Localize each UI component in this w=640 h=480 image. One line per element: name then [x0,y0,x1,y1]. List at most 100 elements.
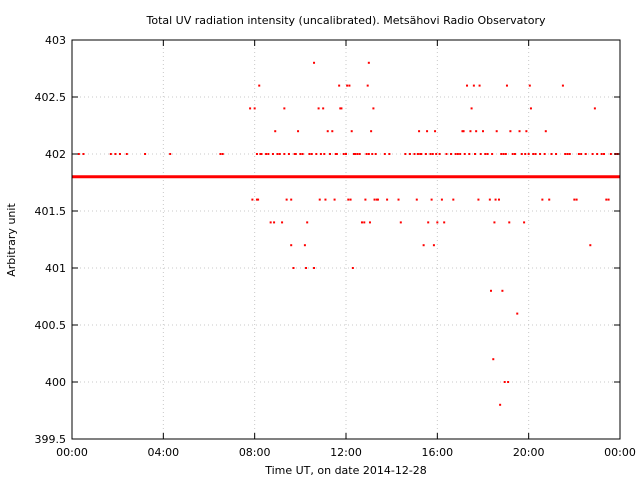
data-point [525,130,528,133]
data-point [383,153,386,155]
data-point [418,130,421,133]
data-point [539,153,542,155]
data-point [324,198,327,201]
data-point [255,153,258,155]
data-point [399,221,402,224]
data-point [503,381,506,383]
data-point [424,153,427,155]
y-tick-label: 401.5 [35,205,67,218]
data-point [500,153,503,155]
data-point [301,153,304,155]
data-point [322,107,325,110]
data-point [440,198,443,201]
data-point [528,84,531,87]
data-point [575,198,578,201]
data-point [313,267,316,269]
y-tick-label: 402 [45,148,66,161]
data-points [77,61,619,406]
data-point [488,198,491,201]
data-point [555,153,558,155]
data-point [502,153,505,155]
data-point [388,153,391,155]
data-point [430,198,433,201]
data-point [507,381,510,383]
data-point [313,61,316,64]
data-point [290,244,293,247]
data-point [260,153,263,155]
data-point [221,153,224,155]
y-tick-labels: 399.5 400 400.5 401 401.5 402 402.5 403 [35,34,67,446]
data-point [276,153,279,155]
data-point [479,153,482,155]
data-point [404,153,407,155]
data-point [548,198,551,201]
data-point [297,130,300,133]
data-point [497,198,500,201]
data-point [486,153,489,155]
data-point [273,221,276,224]
data-point [303,244,306,247]
data-point [589,244,592,247]
data-point [603,153,606,155]
data-point [454,153,457,155]
data-point [518,130,521,133]
data-point [568,153,571,155]
data-point [435,153,438,155]
data-point [478,84,481,87]
data-point [292,267,295,269]
data-point [350,130,353,133]
data-point [584,153,587,155]
data-point [470,107,473,110]
data-point [544,130,547,133]
data-point [358,153,361,155]
data-point [340,107,343,110]
data-point [345,153,347,155]
data-point [466,84,469,87]
data-point [422,244,425,247]
data-point [426,130,429,133]
data-point [339,107,342,110]
data-point [504,153,507,155]
data-point [315,153,318,155]
data-point [367,61,370,64]
data-point [274,130,277,133]
data-point [474,153,477,155]
x-tick-label: 12:00 [330,446,362,459]
data-point [255,198,258,201]
data-point [494,198,497,201]
x-tick-labels: 00:00 04:00 08:00 12:00 16:00 20:00 00:00 [56,446,636,459]
data-point [374,153,377,155]
x-tick-label: 20:00 [513,446,545,459]
data-point [527,153,530,155]
y-tick-label: 400.5 [35,319,67,332]
data-point [258,84,261,87]
data-point [566,153,569,155]
x-tick-label: 00:00 [604,446,636,459]
data-point [445,153,448,155]
data-point [513,153,516,155]
data-point [573,198,576,201]
data-point [371,153,374,155]
data-point [431,153,434,155]
data-point [169,153,172,155]
data-point [373,198,376,201]
data-point [432,244,435,247]
data-point [491,153,494,155]
data-point [346,84,349,87]
data-point [505,84,508,87]
data-point [456,153,459,155]
data-point [370,130,373,133]
data-point [299,153,302,155]
data-point [475,130,478,133]
data-point [596,153,599,155]
data-point [477,198,480,201]
data-point [468,153,471,155]
data-point [529,107,532,110]
data-point [415,198,418,201]
data-point [144,153,147,155]
data-point [317,107,320,110]
data-point [281,221,284,224]
data-point [482,130,484,133]
data-point [534,153,537,155]
